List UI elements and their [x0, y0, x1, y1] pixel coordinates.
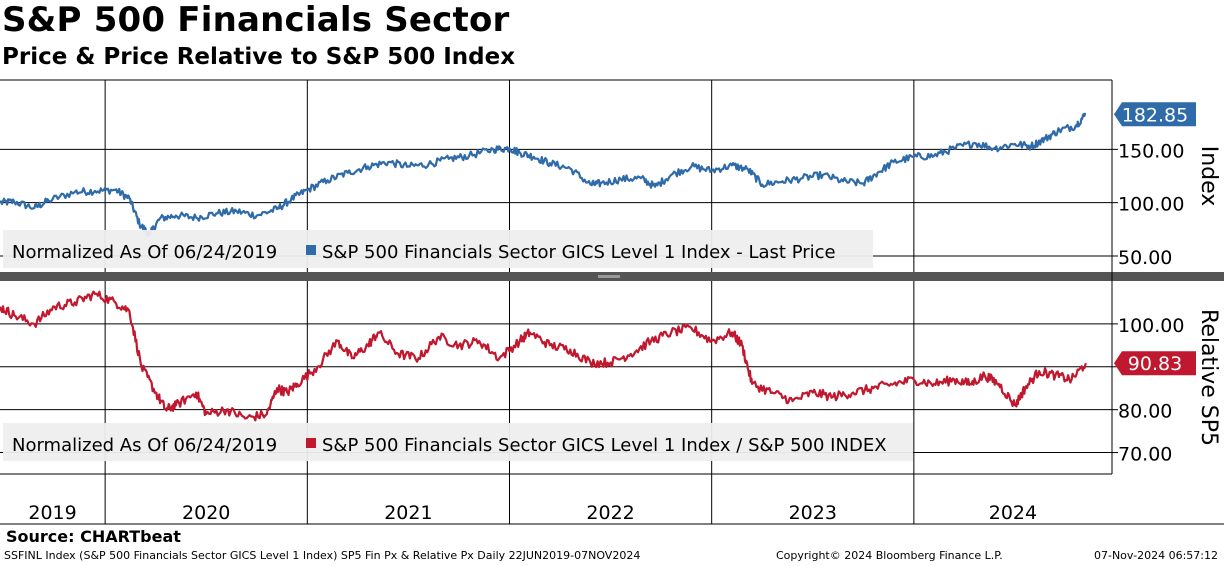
y-tick-label: 150.00 [1118, 140, 1184, 162]
legend-background [3, 423, 913, 461]
footer-description: SSFINL Index (S&P 500 Financials Sector … [4, 549, 641, 562]
separator-handle [598, 275, 620, 278]
chart-subtitle: Price & Price Relative to S&P 500 Index [2, 44, 516, 70]
y-tick-label: 80.00 [1118, 401, 1172, 423]
price-line [0, 112, 1087, 238]
legend-prefix: Normalized As Of 06/24/2019 [12, 242, 277, 263]
x-tick-label: 2019 [28, 502, 76, 524]
x-tick-label: 2023 [789, 502, 837, 524]
y-tick-label: 70.00 [1118, 444, 1172, 466]
chart-frame [0, 79, 1224, 525]
x-tick-label: 2021 [384, 502, 432, 524]
y-tick-label: 100.00 [1118, 315, 1184, 337]
footer-copyright: Copyright© 2024 Bloomberg Finance L.P. [776, 549, 1003, 562]
legend-prefix: Normalized As Of 06/24/2019 [12, 435, 277, 456]
last-value-label: 90.83 [1128, 353, 1182, 375]
legend: Normalized As Of 06/24/2019 S&P 500 Finan… [3, 423, 913, 461]
y-tick-label: 100.00 [1118, 194, 1184, 216]
legend-series-label: S&P 500 Financials Sector GICS Level 1 I… [322, 435, 887, 456]
legend-series-label: S&P 500 Financials Sector GICS Level 1 I… [322, 242, 836, 263]
last-value-label: 182.85 [1122, 104, 1188, 126]
legend-swatch [306, 438, 316, 448]
last-value-tag: 182.85 [1114, 102, 1196, 127]
legend-swatch [306, 245, 316, 255]
x-tick-label: 2024 [989, 502, 1037, 524]
last-value-tag: 90.83 [1114, 351, 1196, 376]
y-tick-label: 50.00 [1118, 247, 1172, 269]
legend-background [3, 230, 873, 268]
footer-timestamp: 07-Nov-2024 06:57:12 [1093, 549, 1218, 562]
series-layer [0, 112, 1087, 422]
axis-layer: 2019 2020 2021 2022 2023 2024 50.00 100.00 150.0… [28, 102, 1221, 524]
legend-layer: Normalized As Of 06/24/2019 S&P 500 Finan… [3, 230, 913, 461]
y-axis-title: Index [1196, 146, 1221, 207]
source-note: Source: CHARTbeat [6, 527, 181, 546]
last-value-badge [1114, 351, 1196, 376]
x-tick-label: 2020 [182, 502, 230, 524]
chart-title: S&P 500 Financials Sector [2, 0, 510, 40]
relative-line [0, 290, 1087, 422]
x-tick-label: 2022 [586, 502, 634, 524]
y-axis-title: Relative SP5 [1196, 309, 1221, 446]
legend: Normalized As Of 06/24/2019 S&P 500 Finan… [3, 230, 873, 268]
last-value-badge [1114, 102, 1196, 127]
